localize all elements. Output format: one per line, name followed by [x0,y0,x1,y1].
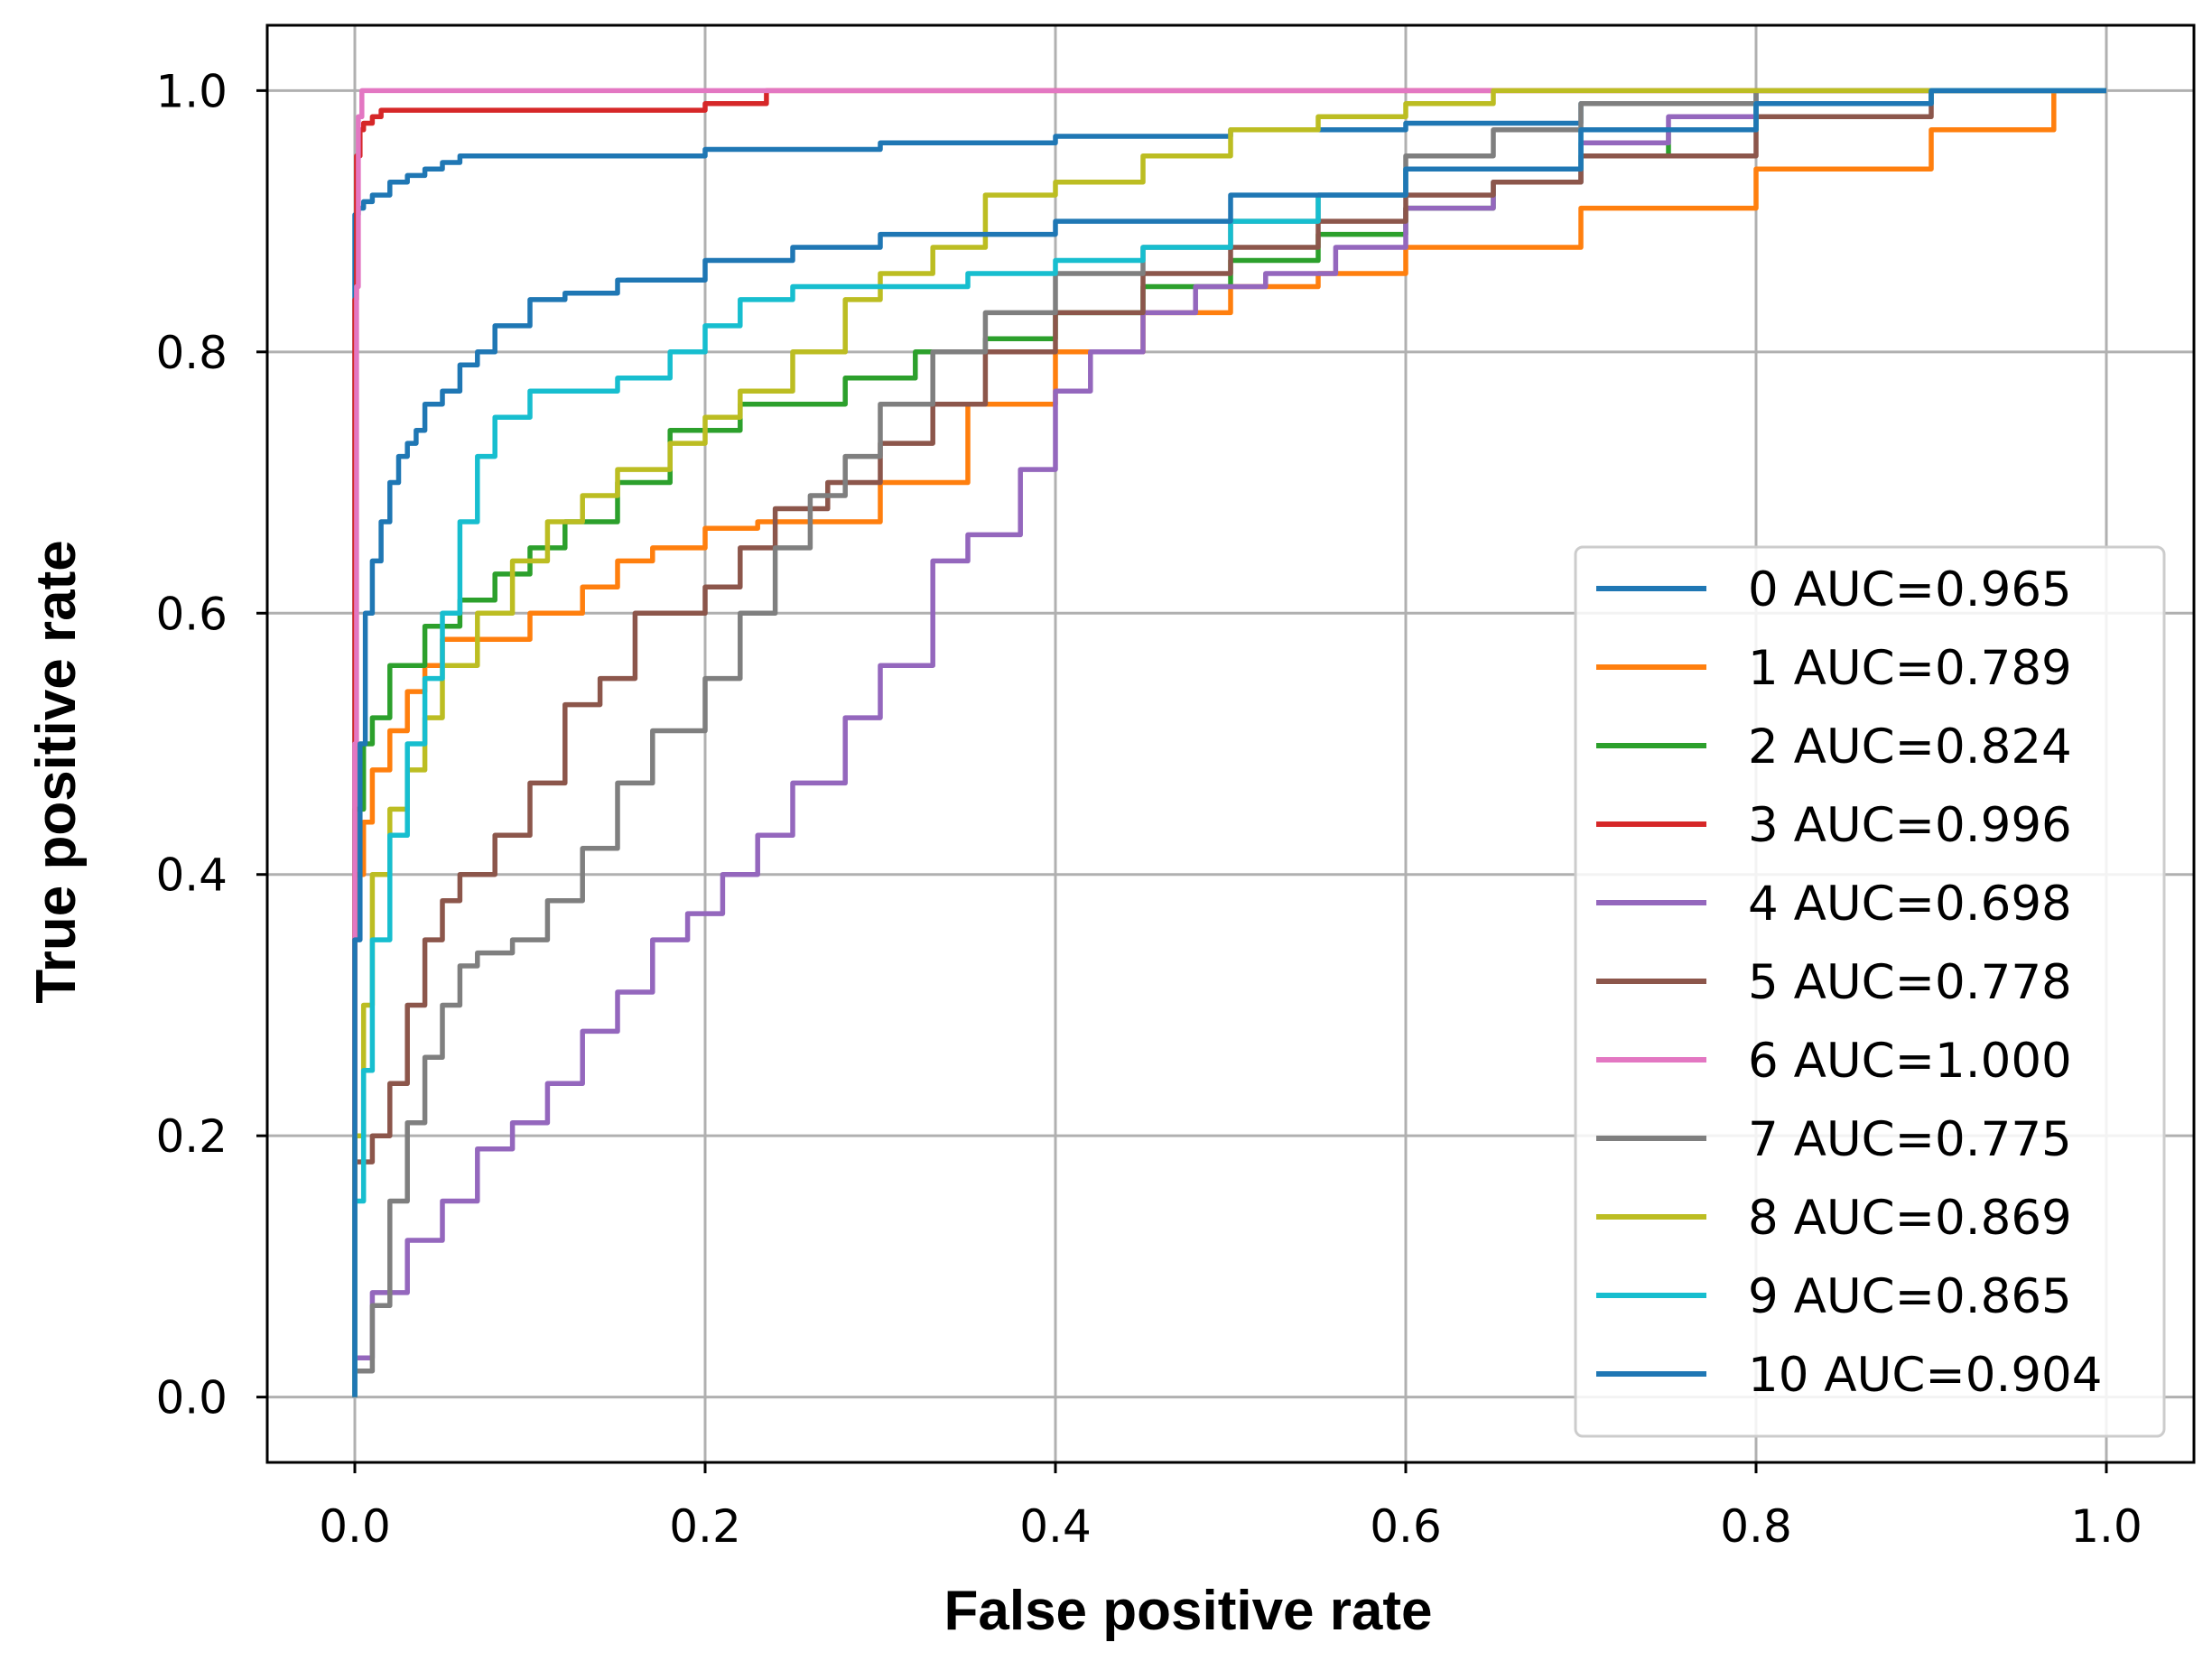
axis-ticks [256,88,2108,1473]
legend-label-6: 6 AUC=1.000 [1748,1034,2072,1089]
x-tick-label: 0.4 [1019,1500,1092,1553]
legend-label-2: 2 AUC=0.824 [1748,719,2072,775]
x-tick-label: 0.6 [1370,1500,1442,1553]
roc-curve-1 [352,88,2106,1397]
roc-curve-10 [352,88,2106,1397]
y-tick-label: 0.4 [155,849,228,902]
roc-curve-6 [352,88,2106,1397]
legend-label-8: 8 AUC=0.869 [1748,1191,2072,1246]
y-tick-labels: 0.0 0.2 0.4 0.6 0.8 1.0 [155,65,228,1424]
legend-label-10: 10 AUC=0.904 [1748,1348,2102,1403]
y-tick-label: 0.0 [155,1372,228,1424]
roc-curves [352,88,2106,1397]
legend: 0 AUC=0.965 1 AUC=0.789 2 AUC=0.824 3 AUC=0… [1574,545,2166,1438]
legend-label-4: 4 AUC=0.698 [1748,877,2072,932]
legend-label-7: 7 AUC=0.775 [1748,1112,2072,1167]
y-tick-label: 0.2 [155,1110,228,1163]
roc-curve-4 [352,88,2106,1397]
plot-area-frame [265,23,2196,1464]
legend-label-0: 0 AUC=0.965 [1748,562,2072,617]
legend-label-1: 1 AUC=0.789 [1748,641,2072,696]
roc-curve-5 [352,88,2106,1397]
roc-curve-8 [352,88,2106,1397]
legend-label-3: 3 AUC=0.996 [1748,798,2072,853]
roc-curve-0 [352,88,2106,1397]
y-tick-label: 1.0 [155,65,228,117]
x-tick-label: 0.8 [1720,1500,1792,1553]
x-tick-label: 0.2 [669,1500,741,1553]
y-tick-label: 0.8 [155,327,228,379]
x-tick-label: 0.0 [319,1500,391,1553]
x-axis-title: False positive rate [943,1580,1432,1642]
legend-label-5: 5 AUC=0.778 [1748,955,2072,1010]
legend-box [1574,545,2166,1438]
x-tick-label: 1.0 [2070,1500,2142,1553]
x-tick-labels: 0.0 0.2 0.4 0.6 0.8 1.0 [319,1500,2142,1553]
y-tick-label: 0.6 [155,588,228,640]
y-axis-title: True positive rate [25,540,88,1003]
legend-label-9: 9 AUC=0.865 [1748,1269,2072,1324]
